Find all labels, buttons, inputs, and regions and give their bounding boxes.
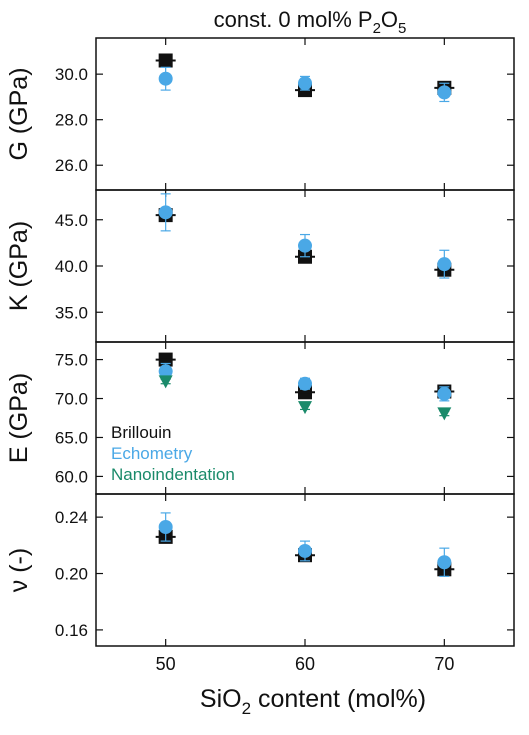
x-label-sub: 2 xyxy=(242,699,251,718)
data-point-circle xyxy=(437,386,452,401)
data-point-circle xyxy=(298,543,312,558)
legend-label-nanoindentation: Nanoindentation xyxy=(111,465,235,484)
x-label-prefix: SiO xyxy=(200,685,242,713)
data-point-circle xyxy=(437,85,452,100)
y-tick-label: 40.0 xyxy=(55,257,88,276)
y-tick-label: 0.16 xyxy=(55,621,88,640)
panels: 26.0 28.0 30.0 G (GPa) 35.0 40.0 45.0 K (GPa) 60… xyxy=(5,37,515,674)
y-tick-label: 60.0 xyxy=(55,467,88,486)
y-tick-label: 26.0 xyxy=(55,156,88,175)
x-tick-label: 50 xyxy=(156,654,176,674)
data-point-circle xyxy=(298,238,312,253)
y-tick-label: 0.20 xyxy=(55,565,88,584)
x-tick-label: 70 xyxy=(434,654,454,674)
series-echometry xyxy=(158,512,452,577)
y-tick-label: 0.24 xyxy=(55,508,88,527)
data-point-circle xyxy=(158,205,173,220)
y-axis-label: G (GPa) xyxy=(5,67,33,160)
series-echometry xyxy=(158,362,452,402)
data-point-circle xyxy=(298,376,312,391)
title-sub1: 2 xyxy=(373,20,381,37)
data-point-circle xyxy=(158,71,173,86)
data-point-circle xyxy=(437,257,452,272)
data-point-triangle xyxy=(158,375,173,389)
data-point-triangle xyxy=(437,407,452,421)
series-brillouin xyxy=(155,352,455,400)
title-prefix: const. 0 mol% P xyxy=(214,7,373,32)
y-axis-label: ν (-) xyxy=(5,548,33,592)
series-echometry xyxy=(158,66,452,103)
panel-2: 35.0 40.0 45.0 K (GPa) xyxy=(5,189,515,343)
y-tick-label: 30.0 xyxy=(55,65,88,84)
legend: Brillouin Echometry Nanoindentation xyxy=(111,423,235,484)
data-point-circle xyxy=(158,520,173,535)
y-tick-label: 65.0 xyxy=(55,428,88,447)
title-sub2: 5 xyxy=(398,20,406,37)
panel-frame xyxy=(95,493,515,647)
y-tick-label: 75.0 xyxy=(55,351,88,370)
data-point-circle xyxy=(158,364,173,379)
title-mid: O xyxy=(381,7,398,32)
y-tick-label: 28.0 xyxy=(55,111,88,130)
y-tick-label: 35.0 xyxy=(55,303,88,322)
x-label-suffix: content (mol%) xyxy=(251,685,426,713)
panel-4: 0.16 0.20 0.24 50 60 70 ν (-) xyxy=(5,493,515,674)
x-tick-label: 60 xyxy=(295,654,315,674)
data-point-circle xyxy=(437,555,452,570)
legend-label-echometry: Echometry xyxy=(111,444,193,463)
y-axis-label: K (GPa) xyxy=(5,221,33,311)
series-echometry xyxy=(158,193,452,279)
figure-title: const. 0 mol% P2O5 xyxy=(214,7,407,37)
panel-1: 26.0 28.0 30.0 G (GPa) xyxy=(5,37,515,191)
y-tick-label: 70.0 xyxy=(55,390,88,409)
y-tick-label: 45.0 xyxy=(55,211,88,230)
panel-3: 60.0 65.0 70.0 75.0 E (GPa) xyxy=(5,341,515,495)
data-point-circle xyxy=(298,76,312,91)
legend-label-brillouin: Brillouin xyxy=(111,423,171,442)
x-axis-label: SiO2 content (mol%) xyxy=(200,685,426,718)
data-point-triangle xyxy=(298,401,312,415)
y-axis-label: E (GPa) xyxy=(5,373,33,463)
series-nanoindentation xyxy=(158,375,452,421)
